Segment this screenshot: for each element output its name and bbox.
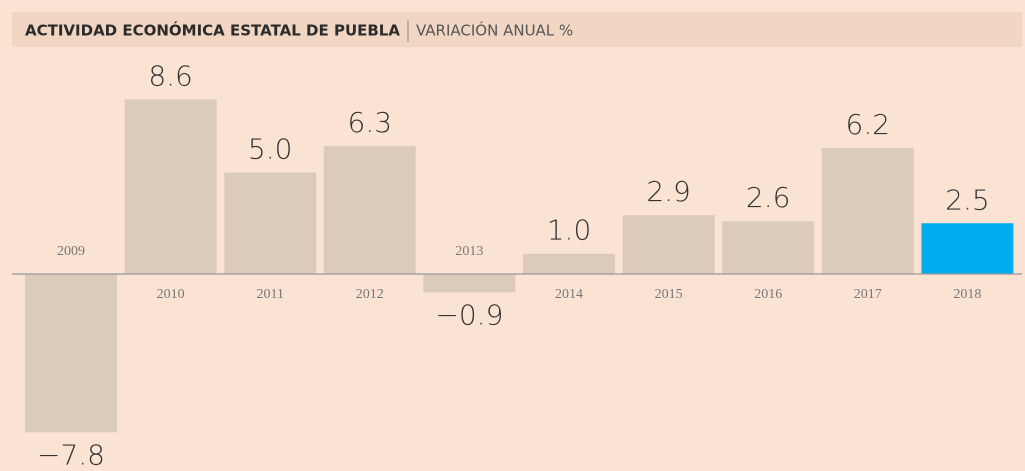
- x-tick-label: 2018: [953, 287, 981, 302]
- chart-subtitle: VARIACIÓN ANUAL %: [416, 21, 573, 40]
- value-label: 6.2: [846, 108, 891, 141]
- bar: [921, 223, 1014, 274]
- title-bar: [12, 12, 1022, 47]
- value-label: 2.6: [746, 181, 791, 214]
- x-tick-label: 2017: [854, 287, 882, 302]
- x-tick-label: 2014: [555, 287, 583, 302]
- x-tick-label: 2010: [157, 287, 185, 302]
- x-tick-label: 2013: [455, 244, 483, 259]
- x-tick-label: 2009: [57, 244, 85, 259]
- bar: [523, 253, 615, 274]
- x-tick-label: 2012: [356, 287, 384, 302]
- value-label: −0.9: [435, 298, 503, 331]
- x-tick-label: 2015: [655, 287, 683, 302]
- value-label: 2.5: [945, 183, 990, 216]
- value-label: 1.0: [547, 214, 592, 247]
- bar: [821, 148, 914, 274]
- value-label: 8.6: [148, 59, 193, 92]
- bar: [224, 172, 317, 274]
- bar: [423, 274, 516, 293]
- x-tick-label: 2016: [754, 287, 782, 302]
- value-label: 5.0: [248, 133, 293, 166]
- bar: [622, 215, 715, 274]
- value-label: 6.3: [348, 106, 393, 139]
- bar: [323, 146, 416, 274]
- bar: [722, 221, 815, 274]
- chart-title: ACTIVIDAD ECONÓMICA ESTATAL DE PUEBLA: [25, 21, 400, 40]
- bar: [124, 99, 217, 274]
- value-label: 2.9: [646, 175, 691, 208]
- x-tick-label: 2011: [256, 287, 283, 302]
- value-label: −7.8: [37, 438, 105, 471]
- bar: [25, 274, 117, 433]
